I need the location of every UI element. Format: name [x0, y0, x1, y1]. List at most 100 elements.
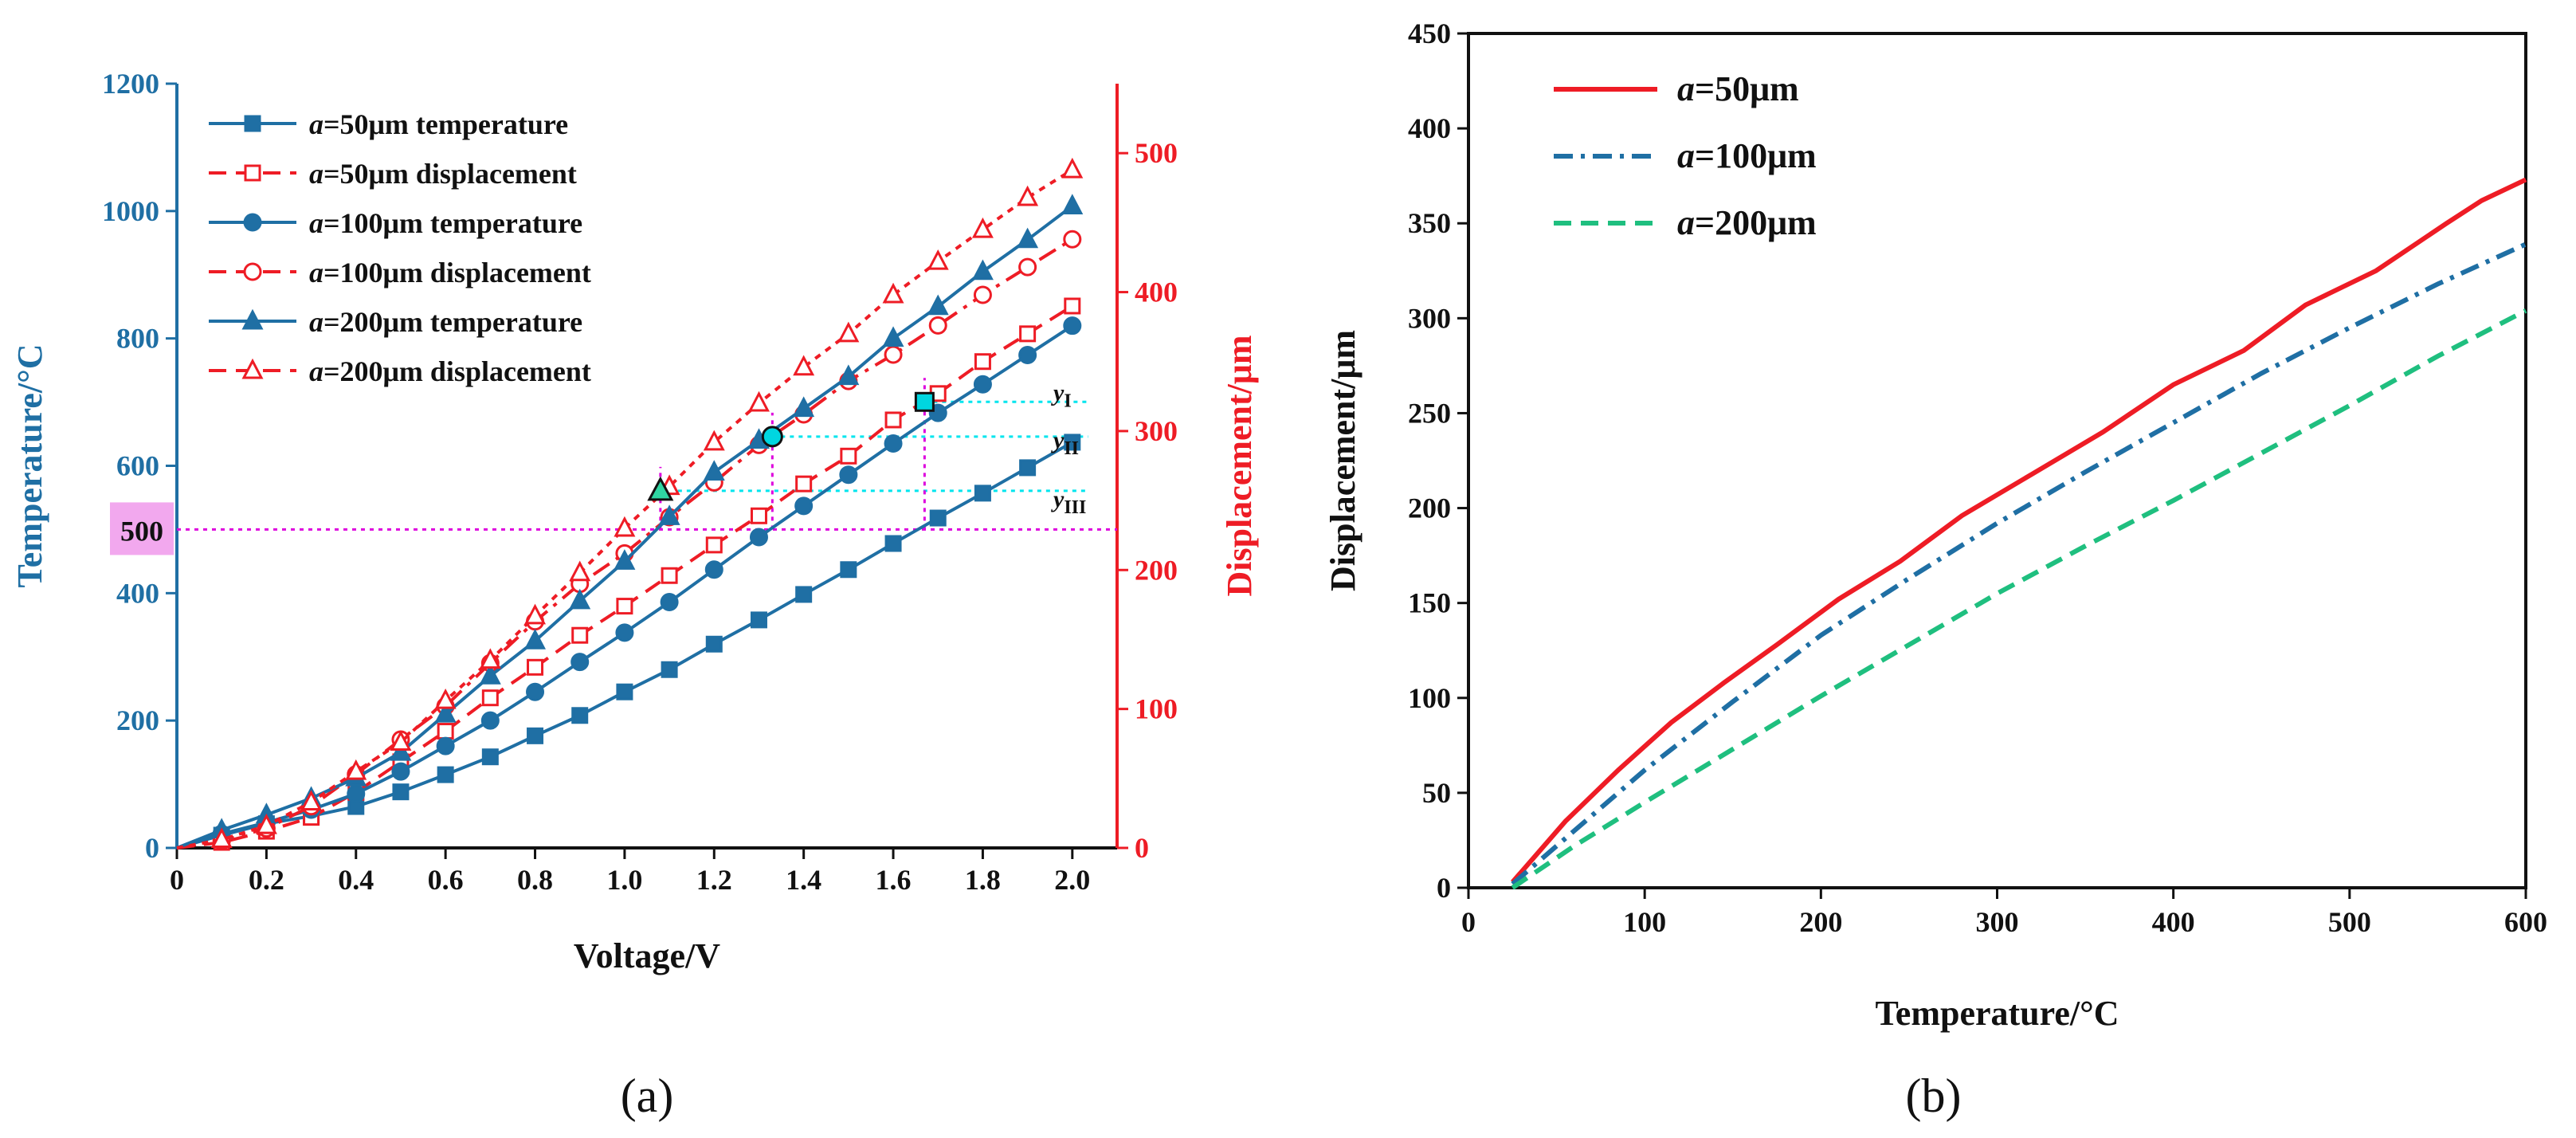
intersection-label: yII [1051, 427, 1079, 459]
data-point [837, 321, 860, 343]
data-point [571, 707, 589, 724]
x-tick-label: 100 [1623, 906, 1666, 938]
data-point [749, 528, 768, 547]
data-point [1063, 230, 1082, 249]
data-point [661, 567, 678, 584]
legend-label: a=100μm [1677, 136, 1817, 175]
data-point [884, 345, 903, 364]
data-point [527, 658, 544, 676]
y-right-tick-label: 200 [1135, 554, 1178, 586]
data-point [793, 355, 815, 376]
x-tick-label: 0.6 [428, 864, 464, 896]
y-left-tick-label: 1200 [102, 68, 159, 100]
boxed-value-background [110, 502, 174, 555]
data-point [345, 759, 367, 780]
y-left-tick-label: 200 [116, 704, 159, 736]
data-point [210, 827, 233, 849]
data-point [569, 560, 591, 582]
data-point [1064, 297, 1081, 315]
x-tick-label: 0.2 [249, 864, 284, 896]
data-point [747, 390, 770, 412]
x-tick-label: 1.0 [606, 864, 642, 896]
data-point [526, 682, 545, 701]
intersection-label: yIII [1051, 486, 1086, 518]
x-tick-label: 1.2 [696, 864, 732, 896]
x-tick-label: 600 [2504, 906, 2547, 938]
y-tick-label: 300 [1408, 302, 1451, 334]
y-right-tick-label: 500 [1135, 137, 1178, 169]
data-point [391, 762, 410, 781]
x-tick-label: 1.6 [876, 864, 912, 896]
data-point [705, 635, 723, 653]
legend-marker [244, 164, 261, 182]
data-point [973, 285, 992, 304]
data-point [479, 648, 501, 669]
x-axis-title: Temperature/°C [1875, 994, 2119, 1033]
data-point [837, 364, 860, 386]
y-left-tick-label: 600 [116, 450, 159, 482]
data-point [1018, 257, 1037, 277]
series-line-100m [1511, 241, 2527, 886]
legend-label: a=200μm displacement [309, 355, 591, 387]
series-line [176, 237, 1073, 850]
x-tick-label: 0 [170, 864, 184, 896]
data-point [705, 536, 723, 554]
data-point [929, 509, 947, 527]
x-tick-label: 400 [2152, 906, 2195, 938]
data-point [437, 723, 454, 740]
legend-label: a=200μm temperature [309, 306, 582, 338]
y-left-tick-label: 400 [116, 577, 159, 609]
data-point [795, 475, 813, 492]
data-point [392, 783, 410, 801]
data-point [437, 766, 454, 783]
legend-label: a=50μm displacement [309, 158, 577, 190]
data-point [616, 598, 633, 615]
y-right-tick-label: 400 [1135, 277, 1178, 308]
x-tick-label: 300 [1976, 906, 2019, 938]
data-point [524, 629, 547, 649]
data-point [973, 375, 992, 394]
data-point [839, 465, 858, 485]
data-point [570, 653, 590, 672]
data-point [434, 701, 457, 723]
data-point [347, 784, 366, 803]
x-tick-label: 1.8 [965, 864, 1001, 896]
data-point [436, 736, 455, 755]
panel-label-a: (a) [621, 1069, 674, 1122]
data-point [571, 626, 589, 644]
data-point [974, 353, 991, 371]
x-tick-label: 1.4 [786, 864, 821, 896]
data-point [390, 730, 412, 751]
data-point [1017, 185, 1039, 206]
data-point [255, 813, 277, 834]
series--200-m-displacement [176, 157, 1084, 850]
x-axis-title: Voltage/V [574, 936, 720, 975]
y-left-tick-label: 0 [145, 832, 159, 864]
legend-marker [244, 115, 261, 132]
data-point [974, 485, 991, 502]
data-point [882, 326, 904, 347]
y-tick-label: 50 [1422, 777, 1451, 809]
panel-label-b: (b) [1906, 1069, 1962, 1122]
data-point [927, 294, 949, 316]
data-point [971, 217, 994, 238]
x-tick-label: 200 [1799, 906, 1842, 938]
data-point [661, 661, 678, 678]
data-point [927, 249, 949, 270]
y-tick-label: 200 [1408, 492, 1451, 524]
data-point [481, 748, 499, 766]
data-point [1017, 227, 1039, 249]
legend-label: a=200μm [1677, 203, 1817, 242]
data-point [481, 689, 499, 707]
data-point [1019, 325, 1037, 343]
legend-label: a=50μm [1677, 69, 1799, 108]
x-tick-label: 0.4 [338, 864, 374, 896]
data-point [971, 259, 994, 281]
legend-marker [241, 308, 264, 330]
chart-b: 0 100 200 300 400 500 600 0 50 100 150 200 250 300 350… [1323, 18, 2547, 1122]
legend-label: a=50μm temperature [309, 108, 568, 140]
boxed-value: 500 [120, 515, 163, 547]
y-left-tick-label: 800 [116, 323, 159, 355]
data-point [884, 535, 902, 552]
y-tick-label: 150 [1408, 587, 1451, 619]
